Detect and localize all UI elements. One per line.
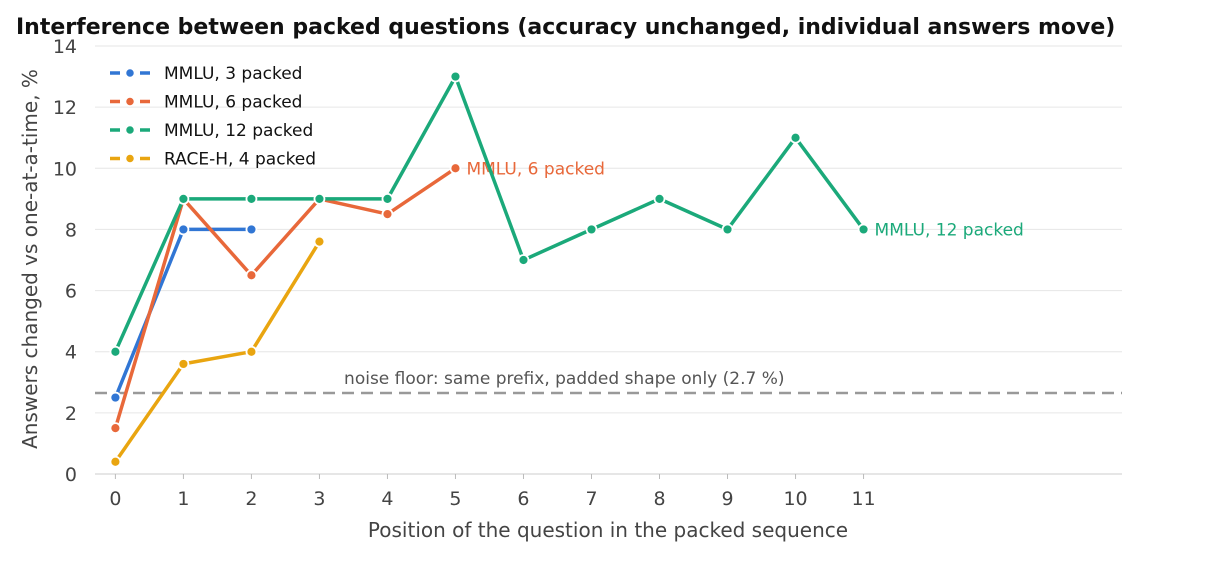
x-tick-label: 4	[381, 488, 393, 510]
series-group: MMLU, 6 packed MMLU, 12 packed	[109, 70, 1024, 468]
data-point	[857, 223, 870, 236]
x-tick-label: 0	[109, 488, 121, 510]
legend-marker	[124, 67, 136, 79]
x-tick-label: 11	[851, 488, 875, 510]
legend-label: MMLU, 6 packed	[164, 93, 302, 113]
series-end-label: MMLU, 12 packed	[875, 220, 1024, 240]
data-point	[245, 192, 258, 205]
data-point	[653, 192, 666, 205]
y-tick-label: 0	[65, 464, 77, 486]
x-tick-label: 2	[245, 488, 257, 510]
legend-label: MMLU, 3 packed	[164, 64, 302, 84]
y-tick-label: 4	[65, 342, 77, 364]
data-point	[109, 345, 122, 358]
series-line	[113, 74, 866, 354]
legend-item: MMLU, 3 packed	[110, 64, 302, 84]
data-point	[449, 162, 462, 175]
x-tick-label: 1	[177, 488, 189, 510]
y-axis-label: Answers changed vs one-at-a-time, %	[18, 69, 42, 449]
x-tick-label: 8	[653, 488, 665, 510]
data-point	[109, 391, 122, 404]
data-point	[177, 358, 190, 370]
data-point	[109, 455, 122, 468]
data-point	[449, 70, 462, 83]
x-tick-label: 6	[517, 488, 529, 510]
noise-floor-label: noise floor: same prefix, padded shape o…	[344, 369, 784, 389]
series-line	[113, 166, 458, 430]
legend-label: MMLU, 12 packed	[164, 121, 313, 141]
data-point	[721, 223, 734, 236]
y-tick-label: 8	[65, 219, 77, 241]
grid	[95, 45, 1122, 475]
legend-marker	[124, 96, 136, 107]
legend-item: MMLU, 6 packed	[110, 93, 302, 113]
data-point	[245, 269, 258, 282]
legend-item: MMLU, 12 packed	[110, 121, 313, 141]
data-point	[245, 223, 258, 236]
y-tick-label: 10	[53, 158, 77, 180]
legend: MMLU, 3 packed MMLU, 6 packed MMLU, 12 pac…	[110, 64, 316, 170]
noise-floor-reference: noise floor: same prefix, padded shape o…	[95, 369, 1122, 395]
x-tick-label: 10	[783, 488, 807, 510]
x-tick-label: 7	[585, 488, 597, 510]
data-point	[177, 192, 190, 205]
data-point	[313, 192, 326, 205]
data-point	[245, 345, 258, 358]
x-tick-label: 5	[449, 488, 461, 510]
legend-marker	[124, 124, 136, 136]
legend-marker	[124, 153, 136, 164]
y-tick-label: 2	[65, 403, 77, 425]
y-tick-label: 12	[53, 97, 77, 119]
data-point	[381, 208, 394, 221]
data-point	[789, 131, 802, 144]
x-axis-label: Position of the question in the packed s…	[368, 518, 848, 542]
series	[109, 235, 326, 468]
data-point	[585, 223, 598, 236]
y-tick-label: 6	[65, 281, 77, 303]
data-point	[313, 235, 326, 248]
series-end-label: MMLU, 6 packed	[466, 159, 604, 179]
data-point	[109, 422, 122, 435]
x-tick-label: 3	[313, 488, 325, 510]
data-point	[177, 223, 190, 236]
x-tick-label: 9	[721, 488, 733, 510]
legend-label: RACE-H, 4 packed	[164, 150, 316, 170]
data-point	[517, 254, 530, 266]
series	[109, 223, 258, 404]
y-tick-label: 14	[53, 36, 77, 58]
chart-title: Interference between packed questions (a…	[16, 15, 1115, 40]
series: MMLU, 12 packed	[109, 70, 1024, 358]
data-point	[381, 192, 394, 205]
series-line	[113, 239, 322, 464]
legend-item: RACE-H, 4 packed	[110, 150, 316, 170]
